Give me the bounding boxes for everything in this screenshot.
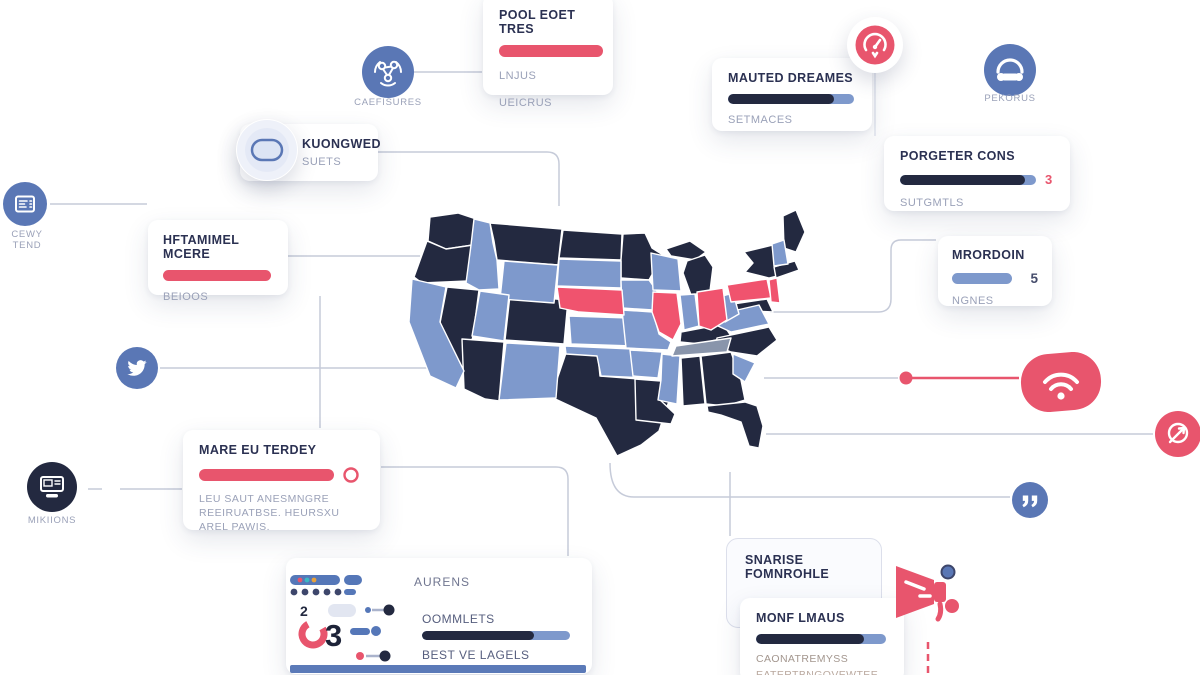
wifi-icon[interactable] — [1020, 352, 1102, 412]
monf-progress-track — [756, 634, 886, 644]
mauted-progress-track — [728, 94, 854, 104]
mare-body-text: LEU SAUT ANESMNGRE REEIRUATBSE. HEURSXU … — [199, 493, 340, 534]
monf-line-1: CAONATREMYSS — [756, 653, 849, 665]
monf-line-2: EATERTBNGOVEWTEE — [756, 669, 879, 675]
kuongwed-subtitle: SUETS — [302, 156, 342, 168]
aurens-donut-number: 3 — [325, 618, 342, 653]
pool-title: POOL EOET TRES — [499, 8, 576, 36]
quote-icon[interactable] — [1012, 482, 1048, 518]
aurens-progress-fill — [422, 631, 535, 640]
aurens-card: AURENS 2 3 OOMMLETS — [286, 558, 592, 674]
monf-progress-fill — [756, 634, 864, 644]
mare-ring-icon — [343, 467, 359, 483]
network-brain-icon[interactable] — [362, 46, 414, 98]
mrordoin-title: MRORDOIN — [952, 248, 1025, 262]
hftamimel-card: HFTAMIMEL MCERE BEIOOS — [148, 220, 288, 303]
twitter-icon[interactable] — [116, 347, 158, 389]
handshake-icon[interactable] — [984, 44, 1036, 96]
gauge-icon[interactable] — [847, 17, 903, 73]
porgeter-title: PORGETER CONS — [900, 149, 1015, 163]
line-mare-aurens — [381, 466, 569, 556]
trend-target-icon[interactable] — [1155, 411, 1200, 457]
line-map-mrordoin — [770, 239, 936, 313]
hftamimel-title: HFTAMIMEL MCERE — [163, 233, 240, 261]
monf-title: MONF LMAUS — [756, 611, 845, 625]
mare-red-bar — [199, 469, 334, 481]
hftamimel-caption: BEIOOS — [163, 291, 209, 303]
states-dark — [413, 209, 806, 457]
states-blue — [408, 218, 789, 405]
porgeter-progress-track — [900, 174, 1036, 185]
mrordoin-blue-bar — [952, 273, 1012, 284]
porgeter-progress-fill — [900, 174, 1026, 185]
monitor-icon[interactable] — [27, 462, 77, 512]
mauted-card: MAUTED DREAMES SETMACES — [712, 58, 872, 131]
aurens-progress-track — [422, 631, 570, 640]
caefisures-label: CAEFISURES — [354, 97, 422, 108]
document-icon[interactable] — [3, 182, 47, 226]
line-map-quote — [609, 462, 1010, 498]
mrordoin-card: MRORDOIN 5 NGNES — [938, 236, 1052, 307]
porgeter-count: 3 — [1045, 172, 1053, 187]
porgeter-caption: SUTGMTLS — [900, 197, 964, 209]
mikiions-label: MIKIIONS — [27, 515, 77, 526]
red-connector-dot — [899, 371, 913, 385]
aurens-minichart: 2 3 — [290, 575, 395, 662]
states-gray — [671, 337, 732, 357]
hftamimel-red-bar — [163, 270, 271, 281]
mauted-progress-fill — [728, 94, 834, 104]
mrordoin-caption: NGNES — [952, 295, 994, 307]
mrordoin-bar-wrap — [952, 273, 1021, 284]
snarise-title: SNARISE FOMNROHLE — [745, 553, 830, 581]
mare-card: MARE EU TERDEY LEU SAUT ANESMNGRE REEIRU… — [183, 430, 380, 533]
states-red — [556, 277, 781, 341]
mauted-caption: SETMACES — [728, 114, 793, 126]
kuongwed-title: KUONGWED — [302, 137, 381, 151]
rounded-rect-icon — [236, 119, 298, 181]
cewy-label: CEWY TEND — [11, 229, 43, 251]
aurens-footer-label: BEST VE LAGELS — [422, 648, 530, 662]
mrordoin-count: 5 — [1030, 271, 1038, 286]
monf-card: MONF LMAUS CAONATREMYSS EATERTBNGOVEWTEE — [740, 598, 904, 675]
mare-title: MARE EU TERDEY — [199, 443, 317, 457]
pool-red-bar — [499, 45, 603, 57]
aurens-big-number: 2 — [300, 603, 308, 619]
mauted-title: MAUTED DREAMES — [728, 71, 854, 85]
pool-item-1: LNJUS — [499, 70, 537, 82]
aurens-heading: AURENS — [414, 575, 471, 589]
aurens-bottom-strip — [290, 665, 586, 673]
pool-item-2: UEICRUS — [499, 97, 553, 109]
pekorus-label: PEKORUS — [984, 93, 1036, 104]
aurens-stat-label: OOMMLETS — [422, 612, 495, 626]
line-kuongwed-map — [378, 151, 560, 206]
us-choropleth-map — [408, 209, 806, 457]
megaphone-icon[interactable] — [890, 558, 968, 648]
porgeter-card: PORGETER CONS 3 SUTGMTLS — [884, 136, 1070, 211]
pool-card: POOL EOET TRES LNJUS UEICRUS — [483, 0, 613, 109]
